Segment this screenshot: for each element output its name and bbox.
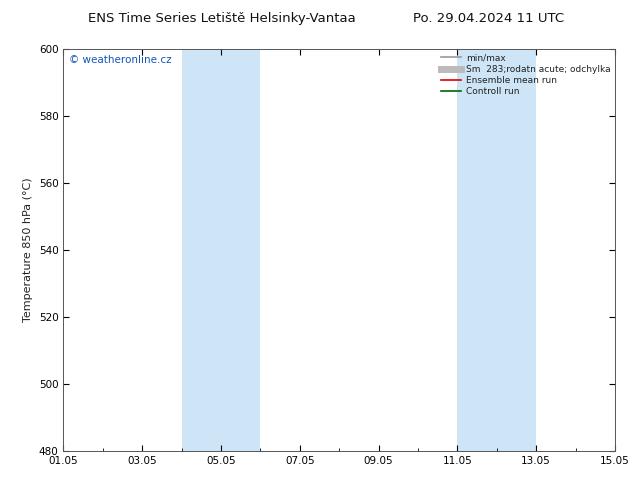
Text: Po. 29.04.2024 11 UTC: Po. 29.04.2024 11 UTC [413, 12, 564, 25]
Bar [181, 49, 261, 451]
Legend: min/max, Sm  283;rodatn acute; odchylka, Ensemble mean run, Controll run: min/max, Sm 283;rodatn acute; odchylka, … [439, 52, 612, 98]
Y-axis label: Temperature 850 hPa (°C): Temperature 850 hPa (°C) [23, 177, 33, 322]
Bar [457, 49, 536, 451]
Text: ENS Time Series Letiště Helsinky-Vantaa: ENS Time Series Letiště Helsinky-Vantaa [88, 12, 356, 25]
Text: © weatheronline.cz: © weatheronline.cz [69, 55, 172, 65]
